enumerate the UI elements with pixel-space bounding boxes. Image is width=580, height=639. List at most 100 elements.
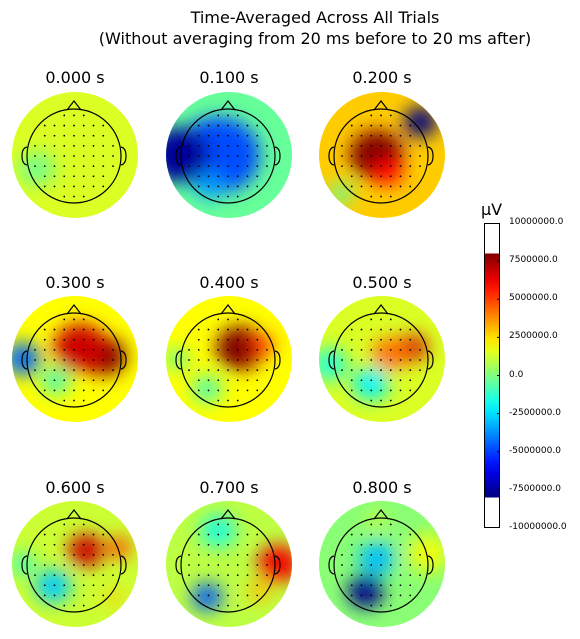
electrode-marker [198,574,200,576]
electrode-marker [44,534,46,536]
electrode-marker [409,390,411,392]
electrode-marker [266,554,268,556]
electrode-marker [44,165,46,167]
topomap-time-label: 0.400 s [164,273,294,292]
electrode-marker [112,145,114,147]
electrode-marker [63,584,65,586]
electrode-marker [102,329,104,331]
electrode-marker [83,595,85,597]
electrode-marker [390,605,392,607]
electrode-marker [237,135,239,137]
electrode-marker [247,595,249,597]
electrode-marker [63,125,65,127]
electrode-marker [63,369,65,371]
electrode-marker [256,544,258,546]
electrode-marker [227,524,229,526]
electrode-marker [380,584,382,586]
electrode-marker [247,390,249,392]
electrode-marker [380,379,382,381]
electrode-marker [44,369,46,371]
electrode-marker [63,319,65,321]
electrode-marker [83,175,85,177]
electrode-marker [370,329,372,331]
electrode-marker [93,165,95,167]
electrode-marker [188,165,190,167]
electrode-marker [247,584,249,586]
electrode-marker [380,574,382,576]
electrode-marker [390,145,392,147]
electrode-marker [102,390,104,392]
electrode-marker [102,584,104,586]
electrode-marker [112,554,114,556]
electrode-marker [409,186,411,188]
electrode-marker [73,524,75,526]
electrode-marker [73,135,75,137]
electrode-marker [227,329,229,331]
electrode-marker [34,369,36,371]
electrode-marker [217,145,219,147]
electrode-marker [112,369,114,371]
electrode-marker [361,564,363,566]
electrode-marker [73,145,75,147]
electrode-marker [188,145,190,147]
electrode-marker [237,319,239,321]
electrode-marker [73,595,75,597]
electrode-marker [63,339,65,341]
electrode-marker [266,359,268,361]
electrode-marker [93,584,95,586]
electrode-marker [73,379,75,381]
electrode-marker [93,379,95,381]
electrode-marker [361,125,363,127]
electrode-marker [341,574,343,576]
electrode-marker [198,544,200,546]
electrode-marker [409,145,411,147]
electrode-marker [227,595,229,597]
electrode-marker [208,125,210,127]
electrode-marker [217,524,219,526]
electrode-marker [227,135,229,137]
topomap-7 [164,499,294,629]
electrode-marker [63,564,65,566]
electrode-marker [208,390,210,392]
electrode-marker [400,564,402,566]
electrode-marker [390,186,392,188]
electrode-marker [370,359,372,361]
electrode-marker [390,564,392,566]
electrode-marker [380,186,382,188]
colorbar-unit-label: µV [481,200,502,219]
electrode-marker [34,165,36,167]
electrode-marker [227,196,229,198]
electrode-marker [237,605,239,607]
electrode-marker [351,534,353,536]
electrode-marker [73,115,75,117]
electrode-marker [400,135,402,137]
electrode-marker [217,319,219,321]
electrode-marker [370,175,372,177]
electrode-marker [370,186,372,188]
electrode-marker [198,186,200,188]
electrode-marker [351,186,353,188]
electrode-marker [351,564,353,566]
electrode-marker [380,524,382,526]
electrode-marker [361,349,363,351]
electrode-marker [44,359,46,361]
electrode-marker [247,574,249,576]
electrode-marker [63,186,65,188]
electrode-marker [351,175,353,177]
topomap-4 [164,294,294,424]
electrode-marker [73,605,75,607]
figure-title: Time-Averaged Across All Trials (Without… [0,7,580,49]
electrode-marker [237,369,239,371]
electrode-marker [351,135,353,137]
electrode-marker [380,115,382,117]
electrode-marker [351,554,353,556]
electrode-marker [351,125,353,127]
electrode-marker [102,186,104,188]
electrode-marker [83,125,85,127]
electrode-marker [400,534,402,536]
electrode-marker [102,175,104,177]
electrode-marker [351,145,353,147]
electrode-marker [409,155,411,157]
electrode-marker [419,165,421,167]
electrode-marker [361,175,363,177]
